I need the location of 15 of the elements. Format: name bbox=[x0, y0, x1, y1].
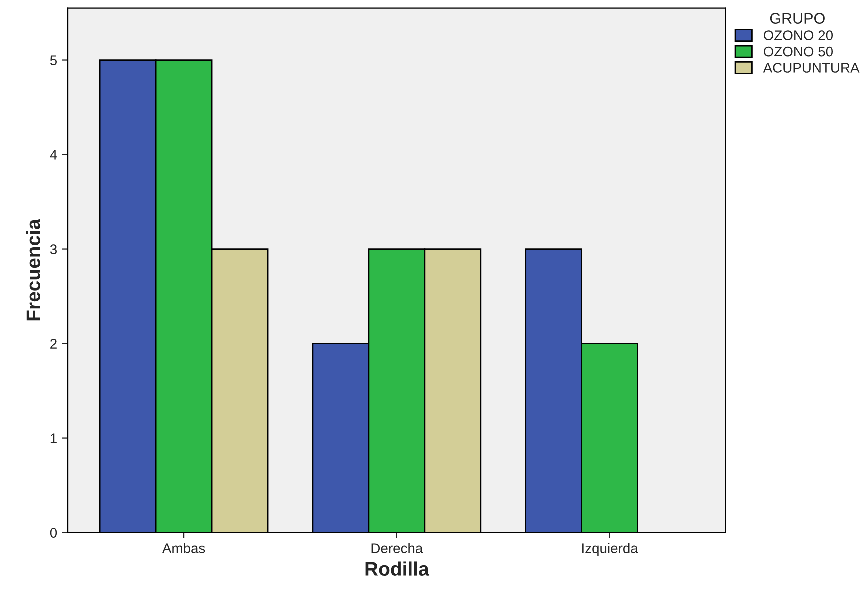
x-tick-label: Derecha bbox=[372, 543, 424, 554]
legend-label: OZONO 50 bbox=[764, 46, 834, 57]
legend-label: ACUPUNTURA bbox=[763, 63, 860, 73]
x-axis-title: Rodilla bbox=[366, 562, 430, 576]
y-tick-label: 2 bbox=[50, 339, 57, 349]
y-tick-label: 4 bbox=[50, 150, 58, 160]
legend-title: GRUPO bbox=[770, 13, 825, 24]
y-tick-label: 3 bbox=[50, 244, 57, 254]
y-axis-title: Frecuencia bbox=[26, 219, 40, 321]
y-tick-label: 1 bbox=[50, 434, 57, 444]
y-tick-label: 5 bbox=[50, 56, 58, 66]
x-tick-label: Izquierda bbox=[582, 543, 638, 556]
legend-label: OZONO 20 bbox=[764, 30, 834, 40]
y-tick-label: 0 bbox=[50, 528, 58, 538]
x-tick-label: Ambas bbox=[162, 543, 206, 554]
